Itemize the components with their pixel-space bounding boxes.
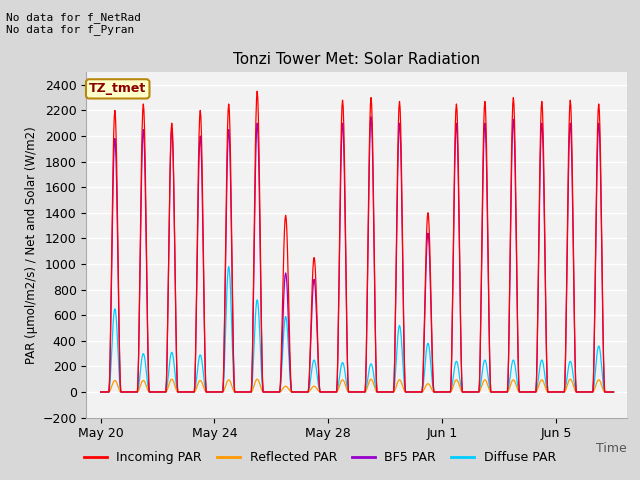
Title: Tonzi Tower Met: Solar Radiation: Tonzi Tower Met: Solar Radiation <box>233 52 481 67</box>
Legend: Incoming PAR, Reflected PAR, BF5 PAR, Diffuse PAR: Incoming PAR, Reflected PAR, BF5 PAR, Di… <box>79 446 561 469</box>
Text: No data for f_NetRad
No data for f_Pyran: No data for f_NetRad No data for f_Pyran <box>6 12 141 36</box>
Text: TZ_tmet: TZ_tmet <box>89 83 147 96</box>
Text: Time: Time <box>596 442 627 455</box>
Y-axis label: PAR (μmol/m2/s) / Net and Solar (W/m2): PAR (μmol/m2/s) / Net and Solar (W/m2) <box>25 126 38 364</box>
